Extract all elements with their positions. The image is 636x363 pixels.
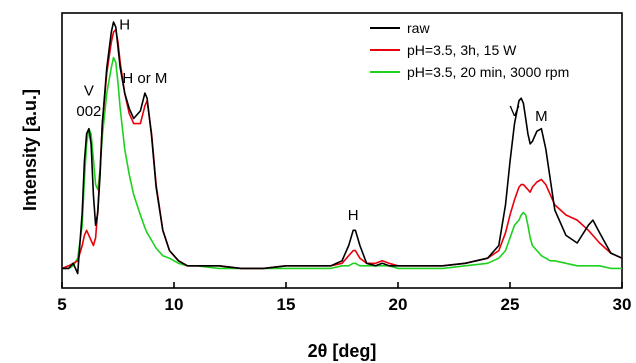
annotation-label: V — [509, 103, 519, 120]
x-tick-label: 5 — [57, 295, 66, 314]
legend: raw pH=3.5, 3h, 15 W pH=3.5, 20 min, 300… — [370, 20, 569, 80]
x-axis-title: 2θ [deg] — [308, 341, 377, 361]
annotation-label: M — [535, 108, 548, 125]
plot-frame — [61, 12, 623, 289]
legend-label-ph-20min: pH=3.5, 20 min, 3000 rpm — [407, 64, 569, 80]
x-axis-ticks: 5 10 15 20 25 30 — [57, 282, 631, 314]
x-tick-label: 25 — [501, 295, 520, 314]
annotation-label: 002 — [76, 103, 101, 120]
y-axis-title: Intensity [a.u.] — [20, 89, 40, 211]
annotation-label: H — [348, 207, 359, 224]
annotation-label: V — [84, 83, 94, 100]
annotation-label: H — [119, 17, 130, 34]
series-lines — [61, 21, 623, 275]
x-tick-label: 15 — [277, 295, 296, 314]
series-line-ph-20min — [62, 56, 622, 270]
legend-label-ph-3h: pH=3.5, 3h, 15 W — [407, 42, 517, 58]
x-tick-label: 10 — [165, 295, 184, 314]
annotation-label: H or M — [122, 70, 167, 87]
series-line-raw — [62, 21, 623, 275]
x-tick-label: 20 — [389, 295, 408, 314]
legend-label-raw: raw — [407, 20, 430, 36]
x-tick-label: 30 — [613, 295, 632, 314]
